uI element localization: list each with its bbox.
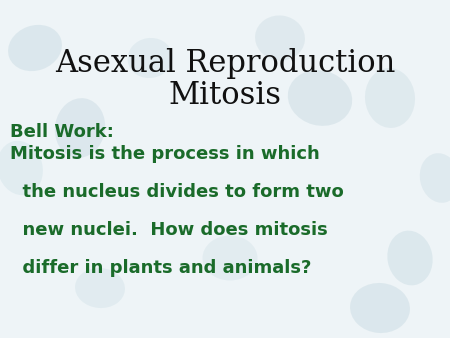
Ellipse shape — [420, 153, 450, 203]
Ellipse shape — [350, 283, 410, 333]
Ellipse shape — [255, 16, 305, 61]
Text: new nuclei.  How does mitosis: new nuclei. How does mitosis — [10, 221, 328, 239]
Ellipse shape — [55, 98, 105, 158]
Ellipse shape — [288, 70, 352, 126]
Text: differ in plants and animals?: differ in plants and animals? — [10, 259, 311, 277]
Ellipse shape — [127, 38, 172, 78]
Ellipse shape — [0, 141, 43, 195]
Text: the nucleus divides to form two: the nucleus divides to form two — [10, 183, 344, 201]
Ellipse shape — [365, 68, 415, 128]
Text: Asexual Reproduction: Asexual Reproduction — [55, 48, 395, 79]
Ellipse shape — [387, 231, 432, 285]
Text: Mitosis is the process in which: Mitosis is the process in which — [10, 145, 320, 163]
Ellipse shape — [8, 25, 62, 71]
Text: Bell Work:: Bell Work: — [10, 123, 114, 141]
Ellipse shape — [202, 236, 257, 281]
Text: Mitosis: Mitosis — [168, 80, 282, 111]
Ellipse shape — [75, 268, 125, 308]
